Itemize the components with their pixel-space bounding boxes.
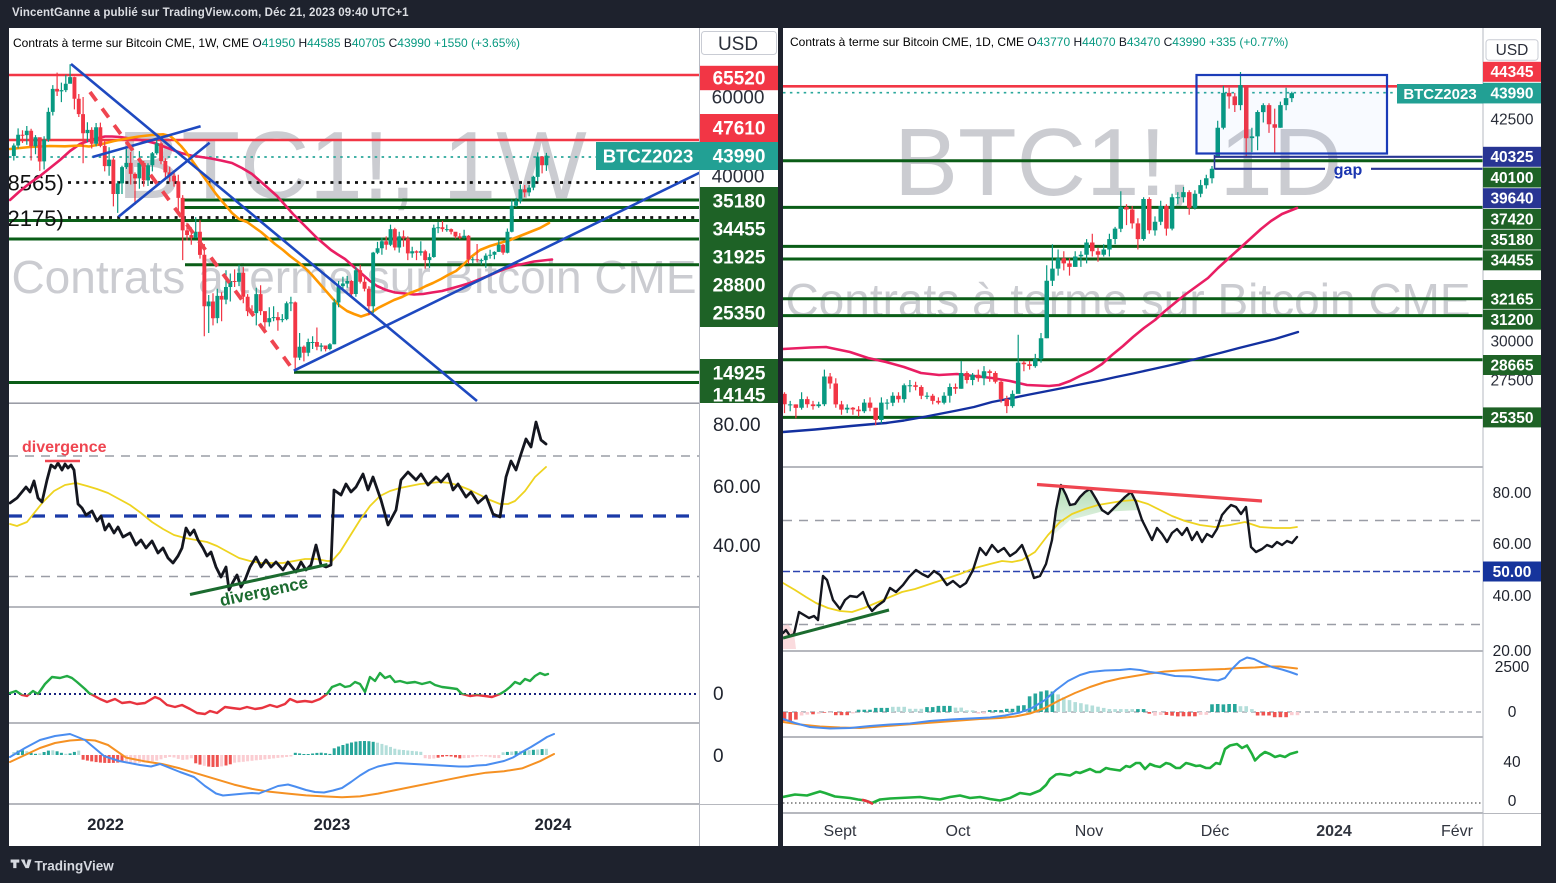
svg-text:USD: USD (718, 34, 758, 55)
svg-text:42500: 42500 (1490, 112, 1533, 129)
svg-text:divergence: divergence (22, 439, 107, 456)
svg-text:28665: 28665 (1490, 357, 1533, 374)
svg-text:Contrats à terme sur Bitcoin C: Contrats à terme sur Bitcoin CME, 1W, CM… (13, 36, 520, 50)
svg-text:34455: 34455 (713, 220, 766, 241)
svg-text:34455: 34455 (1490, 253, 1533, 270)
svg-text:30000: 30000 (1490, 334, 1533, 351)
svg-text:(32175): (32175) (9, 206, 64, 231)
svg-text:Sept: Sept (824, 823, 857, 840)
svg-text:60.00: 60.00 (1493, 536, 1532, 553)
svg-text:14145: 14145 (713, 386, 766, 407)
svg-text:35180: 35180 (1490, 232, 1533, 249)
svg-text:USD: USD (1496, 42, 1529, 59)
svg-text:Déc: Déc (1201, 823, 1229, 840)
svg-text:TradingView: TradingView (35, 858, 115, 873)
svg-text:28800: 28800 (713, 276, 766, 297)
svg-text:14925: 14925 (713, 364, 766, 385)
svg-text:0: 0 (713, 746, 724, 767)
svg-text:40: 40 (1503, 754, 1521, 771)
svg-text:BTCZ2023: BTCZ2023 (603, 146, 693, 167)
svg-text:2024: 2024 (535, 816, 573, 834)
svg-text:0: 0 (1508, 704, 1517, 721)
svg-text:25350: 25350 (1490, 410, 1533, 427)
svg-text:50.00: 50.00 (1493, 564, 1532, 581)
svg-text:31925: 31925 (713, 248, 766, 269)
svg-text:40325: 40325 (1490, 149, 1533, 166)
svg-text:65520: 65520 (713, 69, 766, 90)
svg-text:47610: 47610 (713, 119, 766, 140)
svg-text:40.00: 40.00 (1493, 588, 1532, 605)
svg-text:60.00: 60.00 (713, 477, 761, 498)
svg-text:BTCZ2023: BTCZ2023 (1403, 86, 1476, 103)
svg-text:2022: 2022 (87, 816, 124, 834)
svg-text:2023: 2023 (314, 816, 351, 834)
svg-text:0: 0 (713, 684, 724, 705)
svg-text:32165: 32165 (1490, 291, 1533, 308)
svg-text:60000: 60000 (712, 88, 765, 109)
svg-text:80.00: 80.00 (1493, 485, 1532, 502)
svg-text:Févr: Févr (1441, 823, 1474, 840)
svg-text:gap: gap (1334, 162, 1363, 179)
svg-text:Contrats à terme sur Bitcoin C: Contrats à terme sur Bitcoin CME, 1D, CM… (790, 35, 1288, 49)
svg-text:BTC1!, 1D: BTC1!, 1D (894, 109, 1342, 216)
svg-text:40.00: 40.00 (713, 536, 761, 557)
svg-text:31200: 31200 (1490, 312, 1533, 329)
svg-text:40000: 40000 (712, 167, 765, 188)
svg-text:35180: 35180 (713, 192, 766, 213)
svg-text:20.00: 20.00 (1493, 643, 1532, 660)
svg-text:0: 0 (1508, 793, 1517, 810)
svg-text:Oct: Oct (946, 823, 971, 840)
svg-text:37420: 37420 (1490, 211, 1533, 228)
svg-text:25350: 25350 (713, 304, 766, 325)
svg-text:Nov: Nov (1075, 823, 1103, 840)
svg-text:39640: 39640 (1490, 191, 1533, 208)
svg-text:43990: 43990 (713, 147, 766, 168)
svg-text:27500: 27500 (1490, 373, 1533, 390)
svg-text:2024: 2024 (1316, 823, 1352, 840)
svg-text:80.00: 80.00 (713, 415, 761, 436)
svg-text:2500: 2500 (1495, 659, 1530, 676)
svg-text:44345: 44345 (1490, 64, 1533, 81)
svg-text:43990: 43990 (1490, 86, 1533, 103)
svg-text:40100: 40100 (1490, 170, 1533, 187)
